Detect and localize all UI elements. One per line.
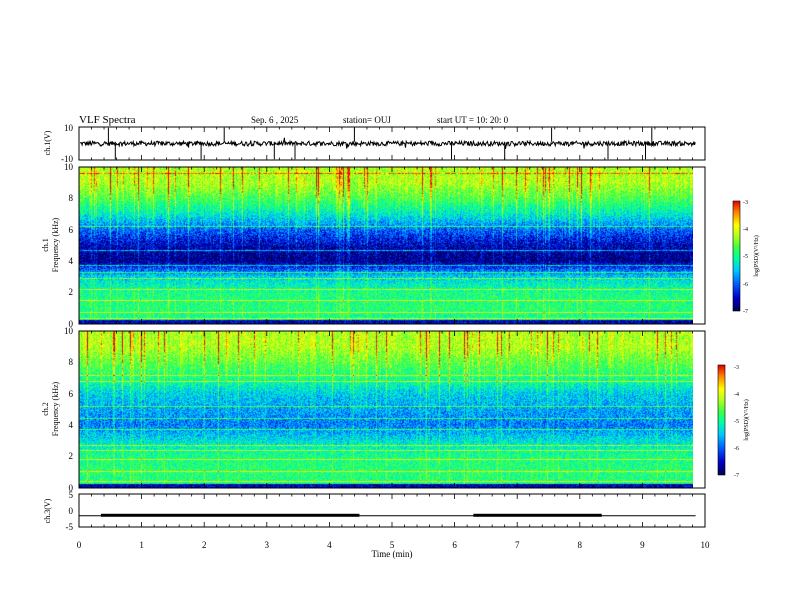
ch2-ytick-8: 8: [69, 357, 74, 367]
ch1-colorbar-label: log(PSD)(V²/Hz): [753, 235, 760, 276]
ch2-colorbar-tick-m4: -4: [734, 392, 739, 398]
x-tick-label: 6: [452, 540, 457, 550]
ch2-ytick-2: 2: [69, 451, 74, 461]
ch1-waveform-trace: [79, 127, 696, 160]
x-tick-label: 10: [701, 540, 711, 550]
ch3-ytick-0: 0: [69, 506, 74, 516]
ch2-spectrogram-ticks: [78, 331, 706, 488]
ch2-colorbar-label: log(PSD)(V²/Hz): [743, 399, 750, 440]
ch1-ytick-8: 8: [69, 193, 74, 203]
ch1-waveform-ylabel: ch.1(V): [43, 130, 52, 155]
x-tick-label: 5: [390, 540, 395, 550]
x-axis-label: Time (min): [372, 549, 413, 559]
x-tick-label: 7: [515, 540, 520, 550]
ch2-colorbar-tick-m5: -5: [734, 419, 739, 425]
ch1-spectrogram-ylabel-channel: ch.1: [41, 238, 50, 252]
figure-date: Sep. 6 , 2025: [251, 115, 299, 125]
ch1-colorbar-tick-m4: -4: [743, 227, 748, 233]
ch2-spectrogram-panel: 0 2 4 6 8 10 ch.2 Frequency (kHz) -3 -4 …: [41, 326, 750, 493]
figure-start-time: start UT = 10: 20: 0: [437, 115, 509, 125]
ch1-colorbar: -3 -4 -5 -6 -7 log(PSD)(V²/Hz): [732, 200, 760, 315]
ch1-waveform-panel: 10 -10 ch.1(V): [43, 123, 706, 164]
ch2-colorbar-gradient: [717, 364, 726, 476]
ch2-spectrogram-image: [79, 331, 693, 488]
ch1-colorbar-tick-m5: -5: [743, 254, 748, 260]
x-tick-label: 3: [265, 540, 270, 550]
ch1-colorbar-tick-m7: -7: [743, 309, 748, 315]
ch3-ytick-m5: -5: [66, 522, 74, 532]
ch2-colorbar-tick-m6: -6: [734, 446, 739, 452]
ch1-spectrogram-image: [79, 167, 693, 324]
ch3-ticks: [78, 494, 706, 527]
figure-station: station= OUJ: [343, 115, 391, 125]
ch1-ytick-10: 10: [64, 162, 74, 172]
ch3-ylabel: ch.3(V): [43, 498, 52, 523]
x-tick-label: 4: [327, 540, 332, 550]
ch3-panel: 5 0 -5 ch.3(V) 0 1 2 3 4 5 6 7 8 9 10 Time (min): [43, 490, 710, 559]
ch2-ytick-4: 4: [69, 420, 74, 430]
x-tick-label: 9: [640, 540, 645, 550]
ch1-ytick-4: 4: [69, 256, 74, 266]
ch1-ytick-bottom: -10: [61, 154, 73, 164]
x-tick-label: 1: [139, 540, 144, 550]
ch1-spectrogram-ylabel-frequency: Frequency (kHz): [51, 217, 60, 272]
ch2-colorbar: -3 -4 -5 -6 -7 log(PSD)(V²/Hz): [717, 364, 750, 479]
ch1-ytick-0: 0: [69, 319, 74, 329]
x-axis-tick-labels: 0 1 2 3 4 5 6 7 8 9 10: [77, 540, 710, 550]
ch2-colorbar-tick-m3: -3: [734, 365, 739, 371]
ch1-spectrogram-panel: 0 2 4 6 8 10 ch.1 Frequency (kHz) -3 -4 …: [41, 162, 760, 329]
ch2-spectrogram-ylabel-frequency: Frequency (kHz): [51, 381, 60, 436]
x-tick-label: 2: [202, 540, 207, 550]
ch3-ytick-5: 5: [69, 490, 74, 500]
x-tick-label: 0: [77, 540, 82, 550]
ch2-ytick-6: 6: [69, 389, 74, 399]
figure-title: VLF Spectra: [79, 114, 136, 126]
ch2-colorbar-tick-m7: -7: [734, 473, 739, 479]
ch3-high-segment: [100, 513, 360, 517]
ch2-spectrogram-ylabel-channel: ch.2: [41, 402, 50, 416]
ch2-ytick-0: 0: [69, 483, 74, 493]
ch1-ytick-top: 10: [64, 123, 74, 133]
ch1-waveform-ticks: [78, 127, 706, 160]
ch1-spectrogram-ticks: [78, 167, 706, 324]
ch3-high-segments: [100, 513, 602, 517]
ch1-ytick-2: 2: [69, 287, 74, 297]
ch2-ytick-10: 10: [64, 326, 74, 336]
ch1-colorbar-tick-m6: -6: [743, 282, 748, 288]
ch1-colorbar-tick-m3: -3: [743, 200, 748, 206]
ch1-ytick-6: 6: [69, 225, 74, 235]
ch1-colorbar-gradient: [732, 200, 741, 312]
x-tick-label: 8: [578, 540, 583, 550]
ch3-high-segment: [473, 513, 602, 517]
